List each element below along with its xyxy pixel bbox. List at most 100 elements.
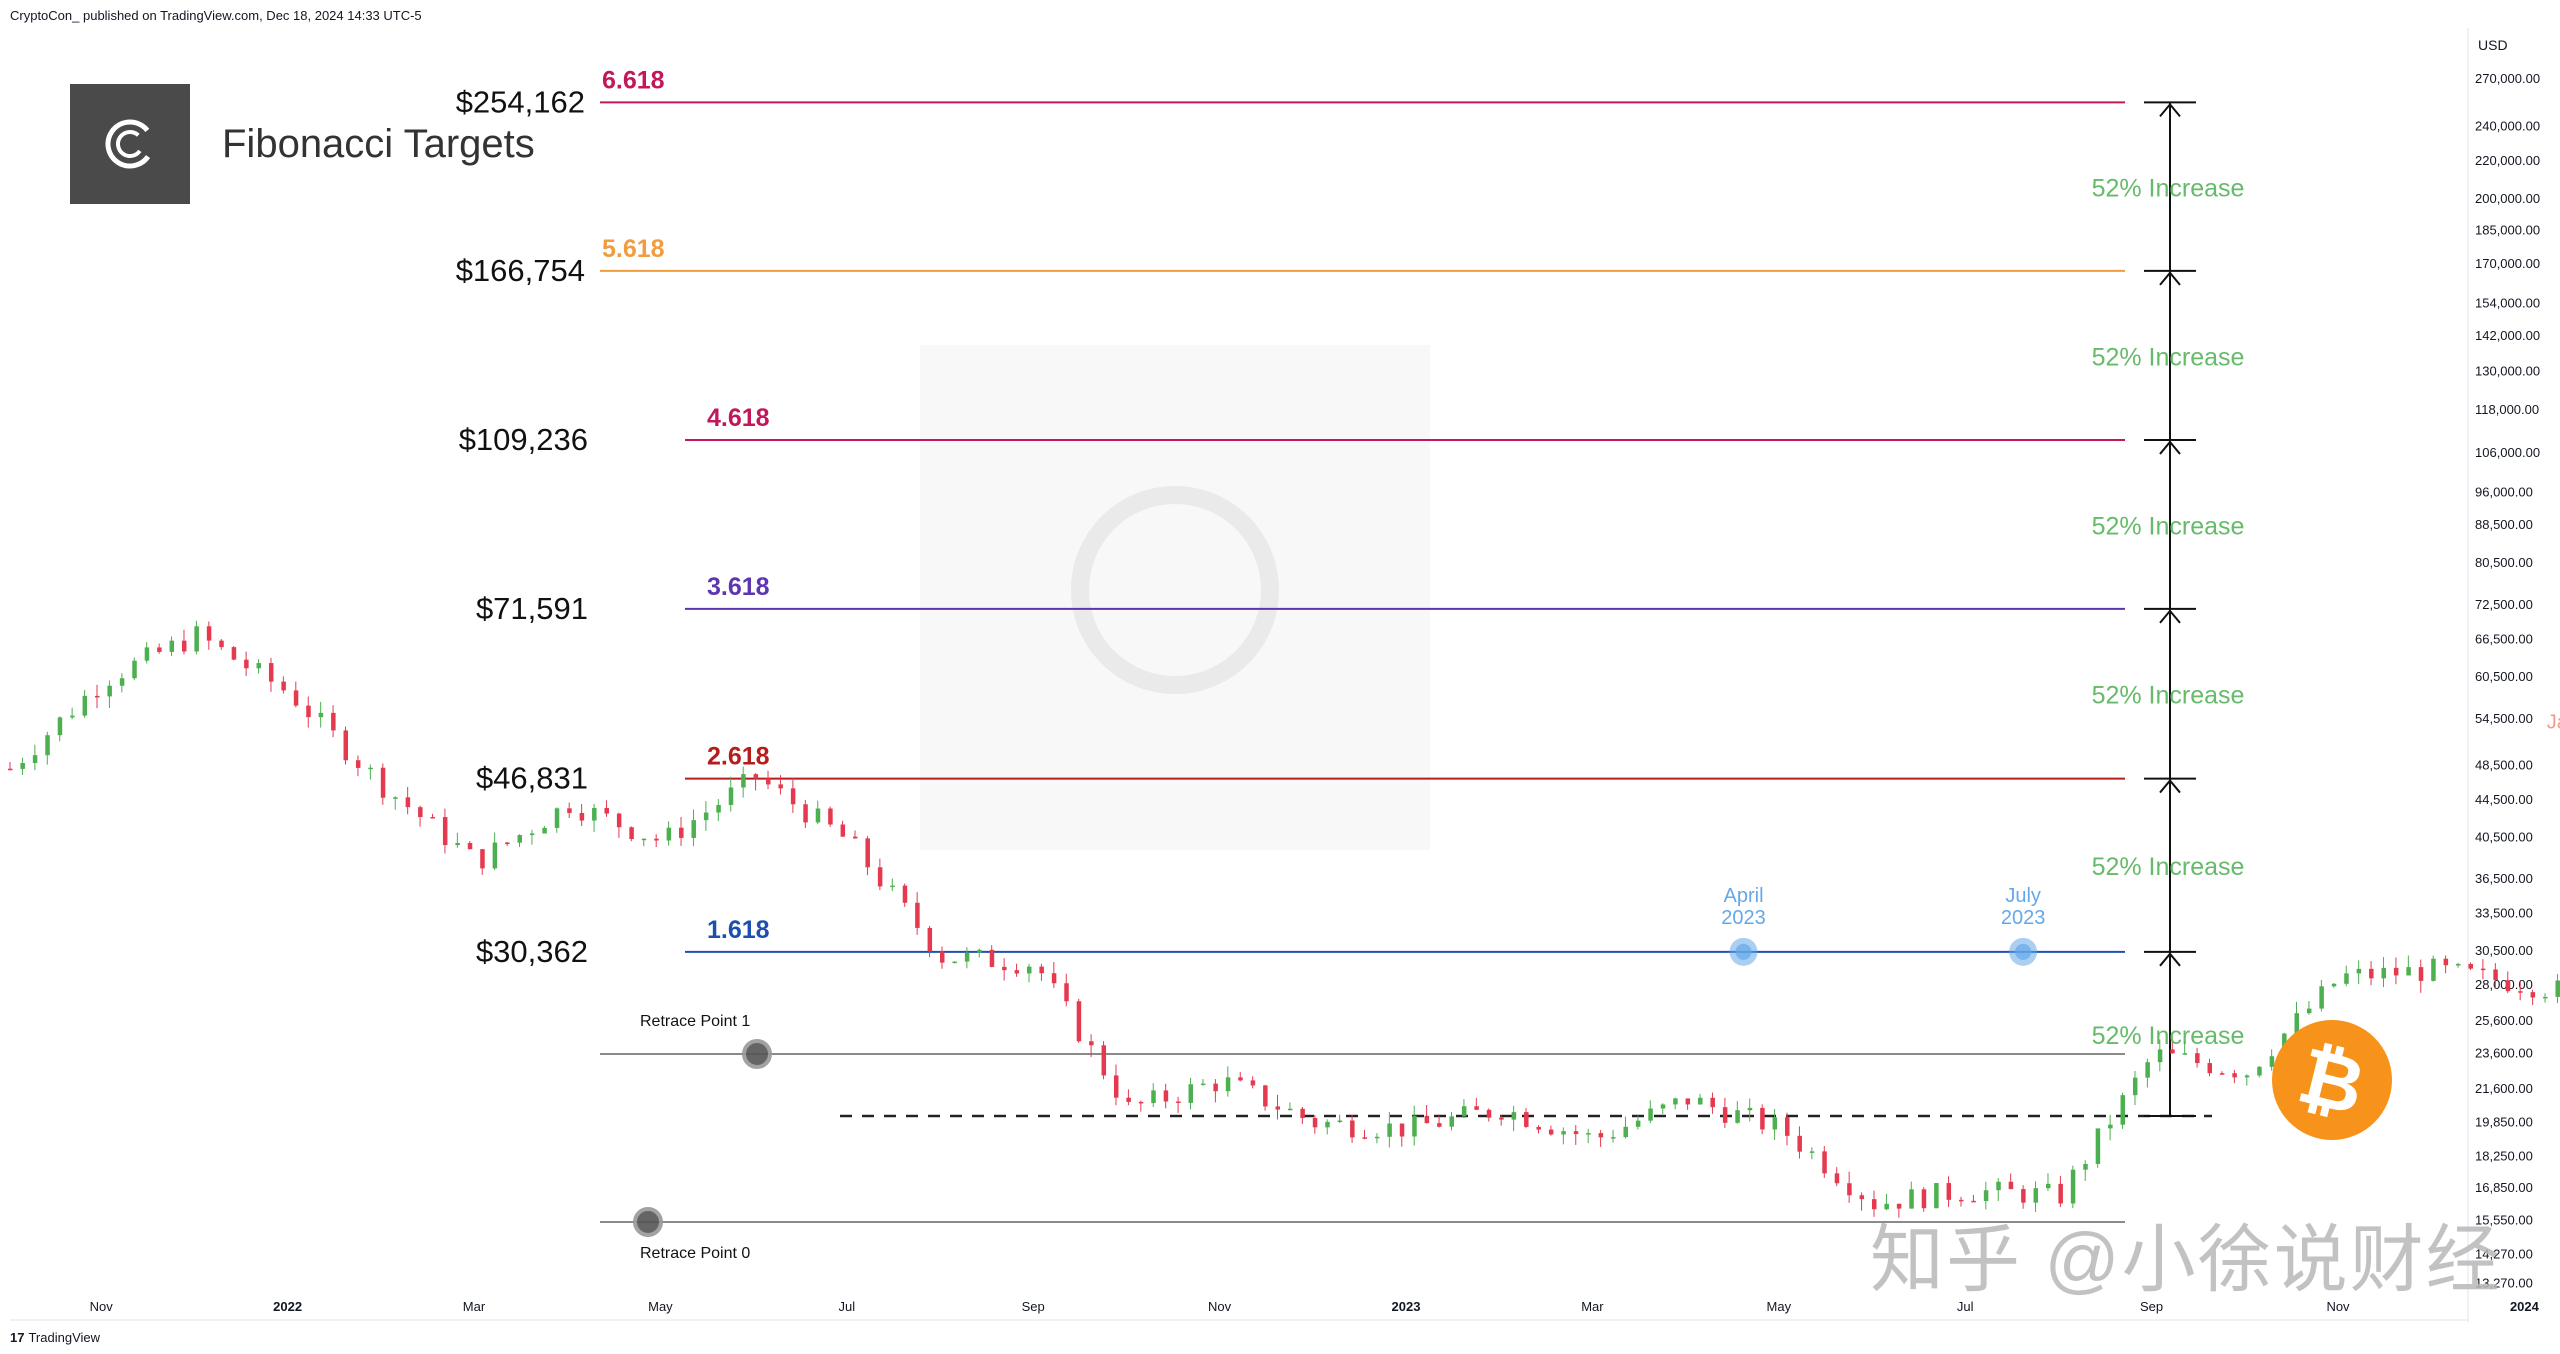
candle-body xyxy=(2182,1053,2188,1055)
candle-body xyxy=(2244,1075,2250,1078)
candle-body xyxy=(654,838,659,841)
candle-body xyxy=(1834,1173,1840,1184)
candle-body xyxy=(741,774,746,788)
candle-body xyxy=(70,715,75,718)
candle-body xyxy=(2543,996,2548,999)
tradingview-brand[interactable]: 17 TradingView xyxy=(10,1330,100,1345)
watermark-logo-icon xyxy=(1071,486,1279,694)
candle-body xyxy=(1809,1151,1815,1153)
price-tick-label: 106,000.00 xyxy=(2475,445,2540,460)
fib-price-label: $166,754 xyxy=(456,253,585,288)
time-tick-label: 2023 xyxy=(1392,1299,1421,1314)
touch-label: April xyxy=(1724,885,1764,907)
candle-body xyxy=(1449,1116,1454,1127)
time-tick-label: 2024 xyxy=(2510,1299,2540,1314)
bitcoin-icon: ₿ xyxy=(2272,1020,2392,1140)
candle-body xyxy=(2431,958,2436,981)
candle-body xyxy=(157,647,162,652)
candle-body xyxy=(1561,1131,1566,1135)
candle-body xyxy=(2319,986,2324,1009)
watermark-text: 知乎 @小徐说财经 xyxy=(1870,1218,2502,1301)
candle-body xyxy=(2418,967,2424,981)
price-tick-label: 16,850.00 xyxy=(2475,1180,2533,1195)
candle-body xyxy=(989,949,995,967)
candle-body xyxy=(2344,973,2349,984)
candle-body xyxy=(1623,1126,1628,1138)
price-tick-label: 96,000.00 xyxy=(2475,485,2533,500)
fib-ratio-label: 1.618 xyxy=(707,916,770,944)
retrace-label: Retrace Point 0 xyxy=(640,1245,750,1262)
candle-body xyxy=(1785,1117,1790,1136)
candle-body xyxy=(2058,1183,2063,1204)
retrace-point-marker[interactable] xyxy=(742,1039,772,1069)
candle-body xyxy=(1374,1136,1380,1139)
candle-body xyxy=(952,961,957,964)
candle-body xyxy=(2381,967,2386,979)
cryptocon-logo xyxy=(70,84,190,204)
candle-body xyxy=(1524,1112,1529,1127)
candle-body xyxy=(1051,973,1057,984)
candle-body xyxy=(244,659,249,669)
candle-body xyxy=(753,774,759,779)
annotations: April2023July2023January2024March2024May… xyxy=(1721,712,2560,966)
time-tick-label: Nov xyxy=(1208,1299,1232,1314)
candle-body xyxy=(492,842,498,869)
candle-body xyxy=(1014,970,1020,974)
candle-body xyxy=(1735,1110,1740,1123)
candle-body xyxy=(940,951,945,963)
candle-body xyxy=(1126,1097,1131,1102)
price-axis[interactable]: USD 270,000.00 240,000.00 220,000.00 200,000… xyxy=(2467,28,2540,1322)
candle-body xyxy=(641,838,647,841)
candle-body xyxy=(1101,1045,1107,1076)
candle-body xyxy=(1710,1097,1715,1108)
candle-body xyxy=(430,817,436,819)
price-tick-label: 15,550.00 xyxy=(2475,1212,2533,1227)
candle-body xyxy=(2369,968,2374,979)
candle-body xyxy=(393,797,398,799)
price-tick-label: 154,000.00 xyxy=(2475,296,2540,311)
candle-body xyxy=(355,760,361,768)
candle-body xyxy=(2219,1073,2225,1075)
candle-body xyxy=(32,755,38,764)
increase-arrows: 52% Increase 52% Increase 52% Increase 52% … xyxy=(2092,101,2244,1117)
time-tick-label: May xyxy=(1767,1299,1792,1314)
candle-body xyxy=(281,681,286,691)
candle-body xyxy=(927,927,933,952)
candle-body xyxy=(902,885,908,903)
candle-body xyxy=(1474,1106,1479,1110)
candle-body xyxy=(1983,1190,1989,1202)
candle-body xyxy=(2021,1189,2026,1203)
candle-body xyxy=(1499,1117,1504,1120)
candle-body xyxy=(505,842,510,845)
candle-body xyxy=(405,797,411,808)
time-tick-label: Sep xyxy=(2140,1299,2163,1314)
candle-body xyxy=(1213,1083,1218,1092)
candle-body xyxy=(1113,1075,1119,1098)
candle-body xyxy=(1200,1083,1206,1086)
candle-body xyxy=(1089,1041,1094,1046)
candle-body xyxy=(219,640,224,648)
candle-body xyxy=(1635,1120,1641,1127)
candle-body xyxy=(1772,1117,1778,1130)
candle-body xyxy=(629,827,634,840)
candle-body xyxy=(790,788,796,805)
price-tick-label: 25,600.00 xyxy=(2475,1013,2533,1028)
candle-body xyxy=(2070,1169,2076,1204)
candle-body xyxy=(1934,1183,1939,1209)
price-tick-label: 72,500.00 xyxy=(2475,597,2533,612)
candle-body xyxy=(1747,1107,1753,1111)
candle-body xyxy=(380,767,386,798)
candle-body xyxy=(2356,968,2362,974)
retrace-point-marker[interactable] xyxy=(633,1207,663,1237)
candle-body xyxy=(1511,1112,1517,1120)
candle-body xyxy=(181,640,187,652)
candle-body xyxy=(1822,1151,1827,1174)
time-tick-label: Mar xyxy=(1581,1299,1604,1314)
time-axis[interactable]: Nov 2022 Mar May Jul Sep Nov 2023 Mar May Jul Sep No… xyxy=(10,1299,2560,1321)
price-tick-label: 88,500.00 xyxy=(2475,517,2533,532)
candle-body xyxy=(467,843,473,850)
candle-body xyxy=(231,647,237,660)
fib-levels: 6.618 $254,162 5.618 $166,754 4.618 $109,236 3… xyxy=(456,66,2125,969)
